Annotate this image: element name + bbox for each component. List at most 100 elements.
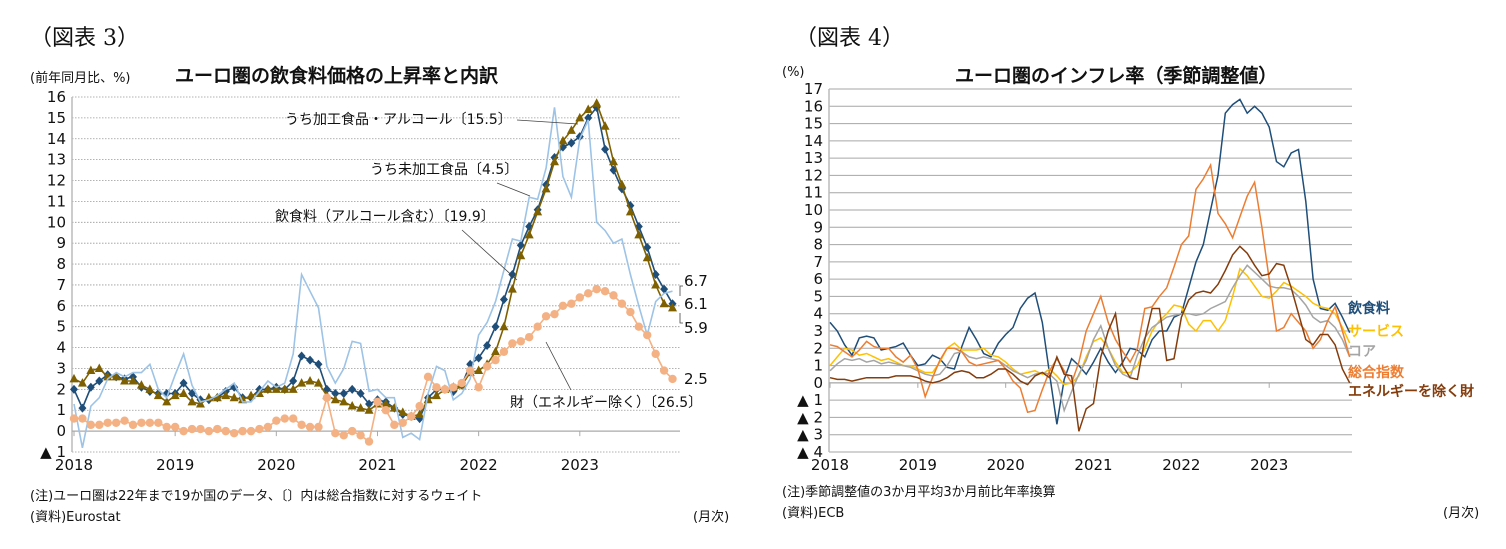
data-point-diamond (86, 382, 95, 392)
legend-food: 飲食料 (1347, 300, 1390, 317)
data-point-circle (516, 337, 525, 346)
data-point-circle (432, 383, 441, 392)
data-point-circle (280, 414, 289, 423)
data-point-circle (634, 322, 644, 331)
y-tick-label: 3 (813, 322, 823, 340)
data-point-diamond (567, 138, 576, 148)
y-tick-label: 6 (813, 270, 823, 288)
data-point-circle (423, 372, 433, 382)
data-point-circle (238, 426, 247, 436)
data-point-triangle (364, 405, 374, 414)
y-tick-label: ▲ 2 (797, 408, 823, 426)
series-line-1 (829, 98, 1351, 425)
data-point-circle (128, 420, 138, 430)
data-point-circle (255, 424, 264, 434)
data-point-circle (246, 426, 256, 436)
data-point-triangle (280, 384, 290, 393)
data-point-triangle (600, 121, 610, 130)
data-point-circle (440, 385, 450, 394)
data-point-circle (187, 424, 197, 434)
data-point-circle (272, 416, 281, 425)
data-point-diamond (95, 376, 104, 386)
y-tick-label: 7 (813, 253, 823, 271)
data-point-triangle (153, 390, 163, 400)
data-point-triangle (263, 384, 273, 393)
data-point-circle (297, 420, 306, 430)
figure-label-4: （図表 4） (795, 26, 904, 51)
data-point-circle (305, 422, 315, 432)
x-tick-label: 2020 (987, 456, 1025, 474)
chart-2-ylabel: (%) (782, 65, 805, 80)
data-point-diamond (516, 240, 525, 250)
data-point-circle (600, 287, 610, 296)
data-point-circle (347, 426, 357, 436)
data-point-triangle (642, 252, 652, 262)
data-point-circle (550, 309, 559, 319)
data-point-triangle (499, 321, 509, 331)
data-point-circle (491, 355, 500, 365)
data-point-triangle (516, 250, 526, 260)
data-point-circle (643, 330, 652, 340)
chart-2-source: (資料)ECB (782, 506, 844, 521)
data-point-circle (609, 291, 618, 300)
data-point-triangle (120, 376, 130, 385)
data-point-circle (221, 426, 230, 436)
x-tick-label: 2019 (156, 456, 194, 474)
data-point-diamond (331, 389, 340, 399)
y-tick-label: 0 (56, 422, 66, 440)
data-point-triangle (558, 135, 568, 145)
data-point-circle (95, 420, 104, 430)
data-point-circle (651, 349, 660, 359)
x-tick-label: 2021 (358, 456, 396, 474)
data-point-diamond (499, 295, 508, 305)
chart-2-xlabel: (月次) (1443, 505, 1479, 521)
data-point-diamond (643, 242, 652, 252)
y-tick-label: 17 (804, 80, 823, 98)
series-line-1 (73, 105, 674, 420)
data-point-circle (541, 312, 551, 321)
legend-goods-ex-energy: エネルギーを除く財 (1348, 383, 1474, 400)
data-point-triangle (128, 376, 138, 385)
data-point-triangle (415, 409, 425, 418)
y-tick-label: 14 (47, 130, 66, 148)
data-point-triangle (431, 390, 441, 400)
data-point-triangle (668, 302, 678, 312)
x-tick-label: 2023 (1250, 456, 1288, 474)
data-point-circle (170, 422, 180, 432)
data-point-circle (659, 366, 669, 375)
data-point-triangle (297, 378, 307, 387)
series-line-4 (74, 288, 674, 443)
x-tick-label: 2022 (1162, 456, 1200, 474)
data-point-triangle (575, 112, 585, 122)
data-point-triangle (524, 229, 534, 239)
data-point-circle (263, 422, 273, 432)
data-point-circle (525, 332, 534, 342)
data-point-triangle (356, 403, 366, 412)
data-point-triangle (330, 394, 340, 404)
data-point-circle (154, 418, 163, 427)
legend-services: サービス (1348, 324, 1404, 340)
data-point-triangle (271, 384, 281, 393)
data-point-triangle (533, 206, 543, 216)
data-point-triangle (347, 401, 357, 410)
data-point-circle (179, 426, 188, 436)
data-point-triangle (111, 371, 121, 381)
data-point-circle (213, 424, 222, 434)
annotation-food: 飲食料（アルコール含む）〔19.9〕 (275, 208, 495, 225)
data-point-diamond (356, 389, 365, 399)
chart-1-xlabel: (月次) (693, 509, 729, 525)
y-tick-label: ▲ 1 (40, 443, 66, 461)
data-point-triangle (288, 384, 298, 393)
data-point-triangle (625, 206, 635, 216)
annotation-goods: 財（エネルギー除く）〔26.5〕 (510, 395, 702, 411)
data-point-circle (668, 374, 677, 384)
end-label-processed: 5.9 (684, 319, 708, 337)
data-point-circle (617, 299, 627, 308)
annotation-unprocessed: うち未加工食品〔4.5〕 (370, 161, 518, 178)
y-tick-label: ▲ 4 (797, 443, 823, 461)
data-point-circle (78, 414, 87, 423)
data-point-circle (204, 426, 214, 436)
x-tick-label: 2022 (460, 456, 498, 474)
chart-1: （図表 3） ユーロ圏の飲食料価格の上昇率と内訳 (前年同月比、%) 16151… (30, 26, 729, 525)
